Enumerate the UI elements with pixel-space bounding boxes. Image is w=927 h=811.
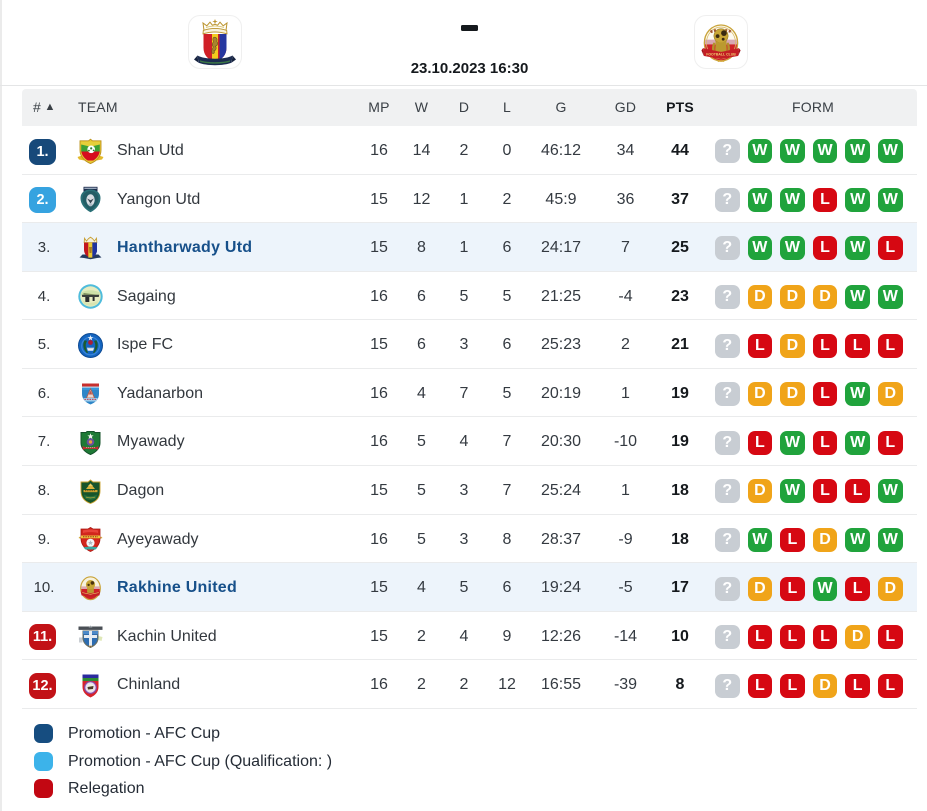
svg-text:FOOTBALL CLUB: FOOTBALL CLUB	[706, 52, 736, 56]
svg-text:2015: 2015	[718, 59, 725, 63]
